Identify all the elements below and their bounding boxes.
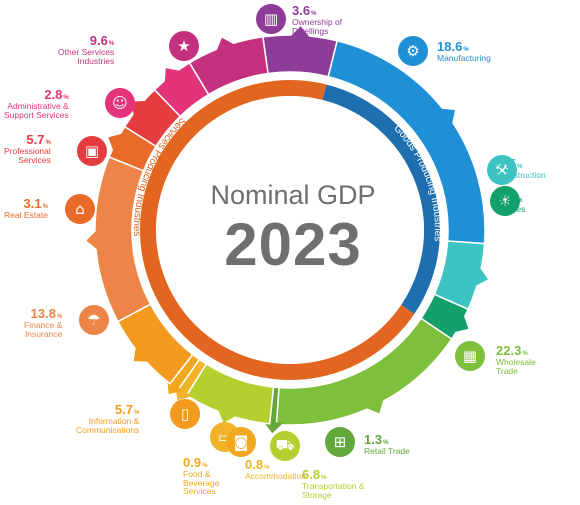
slice-label: 1.3% Retail Trade [364, 433, 410, 456]
slice-pointer [131, 100, 147, 117]
slice-name: Administrative & Support Services [4, 100, 69, 120]
slice-name: Real Estate [4, 209, 48, 220]
slice-name: Food & Beverage Services [183, 468, 220, 497]
slice-name: Professional Services [4, 145, 51, 165]
slice-pointer [133, 346, 149, 362]
lightbulb-icon: ☀ [490, 186, 520, 216]
umbrella-icon: ☂ [79, 305, 109, 335]
slice-name: Ownership of Dwellings [292, 16, 343, 36]
slice-value: 0.8% [245, 457, 270, 472]
slice-value: 9.6% [89, 33, 115, 48]
slice-label: 5.7% Professional Services [4, 133, 51, 164]
slice-value: 1.3% [364, 432, 389, 447]
slice-value: 18.6% [437, 39, 469, 54]
slice-name: Transportation & Storage [302, 480, 365, 500]
slice-label: 1.5% Utilities [498, 191, 525, 214]
slice-value: 22.3% [496, 343, 528, 358]
crane-icon: ⚒ [487, 155, 517, 185]
slice-label: 0.9% Food & Beverage Services [183, 456, 219, 496]
slice-label: 18.6% Manufacturing [437, 40, 491, 63]
slice-value: 2.8% [44, 87, 69, 102]
slice-name: Wholesale Trade [496, 356, 536, 376]
slice-value: 13.8% [30, 306, 63, 321]
truck-icon: ⛟ [270, 431, 300, 461]
slice-name: Finance & Insurance [24, 319, 63, 339]
goods-group-arc [322, 84, 440, 314]
slice-label: 3.5% Construction [498, 157, 546, 180]
slice-value: 1.5% [498, 190, 523, 205]
slice-label: 5.7% Information & Communications [76, 403, 139, 434]
bottle-icon: ◙ [226, 427, 256, 457]
slice-label: 9.6% Other Services Industries [58, 34, 114, 65]
factory-icon: ⚙ [398, 36, 428, 66]
star-icon: ★ [169, 31, 199, 61]
slice-name: Retail Trade [364, 445, 410, 456]
slice-pointer [164, 68, 181, 84]
slice-pointer [290, 26, 311, 39]
slice-value: 5.7% [114, 402, 140, 417]
slice-value: 6.8% [302, 467, 327, 482]
slice-pointer [108, 133, 123, 152]
slice-name: Construction [498, 169, 546, 180]
person-icon: ☺ [105, 88, 135, 118]
slice-label: 22.3% Wholesale Trade [496, 344, 536, 375]
slice-name: Information & Communications [76, 415, 140, 435]
slice-value: 3.1% [23, 196, 48, 211]
slice-value: 0.9% [183, 455, 208, 470]
slice-name: Utilities [498, 203, 526, 214]
slice-pointer [86, 230, 99, 251]
chart-title: Nominal GDP [210, 180, 376, 210]
donut-hole [156, 96, 424, 364]
slice-value: 3.5% [498, 156, 523, 171]
boxes-icon: ▦ [455, 341, 485, 371]
chart-year: 2023 [224, 211, 362, 278]
slice-label: 2.8% Administrative & Support Services [4, 88, 69, 119]
slice-pointer [217, 408, 237, 423]
slice-name: Other Services Industries [58, 46, 115, 66]
slice-value: 3.6% [292, 3, 317, 18]
slice-pointer [439, 108, 456, 125]
slice-name: Manufacturing [437, 52, 491, 63]
slice-label: 3.1% Real Estate [4, 197, 48, 220]
slice-pointer [216, 37, 236, 52]
slice-label: 3.6% Ownership of Dwellings [292, 4, 342, 35]
house-icon: ⌂ [65, 194, 95, 224]
slice-label: 0.8% Accommodation [245, 458, 306, 481]
slice-label: 13.8% Finance & Insurance [24, 307, 62, 338]
briefcase-icon: ▣ [77, 136, 107, 166]
slice-ownership-of [262, 34, 339, 78]
slice-pointer [365, 398, 384, 414]
slice-value: 5.7% [26, 132, 51, 147]
slice-name: Accommodation [245, 470, 306, 481]
slice-label: 6.8% Transportation & Storage [302, 468, 365, 499]
inner-ring [132, 72, 448, 388]
cart-icon: ⊞ [325, 427, 355, 457]
slice-pointer [474, 266, 488, 287]
phone-icon: ▯ [170, 399, 200, 429]
slice-pointer [453, 314, 469, 333]
building-icon: ▥ [256, 4, 286, 34]
